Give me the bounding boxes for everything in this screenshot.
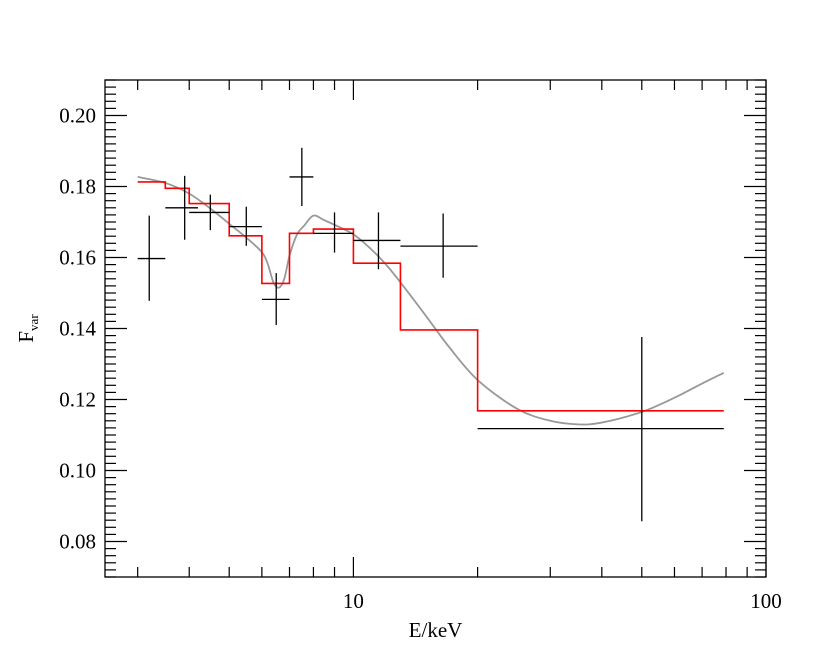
y-tick-label: 0.14 xyxy=(59,317,96,341)
data-point xyxy=(229,206,262,246)
smooth-model-layer xyxy=(137,176,725,426)
y-axis-label-subscript: var xyxy=(26,314,41,331)
y-tick-label: 0.12 xyxy=(59,388,96,412)
data-point xyxy=(353,212,401,270)
data-point xyxy=(189,194,230,231)
data-point xyxy=(400,213,478,278)
y-axis-label: Fvar xyxy=(14,314,41,343)
y-tick-label: 0.10 xyxy=(59,459,96,483)
data-point xyxy=(137,215,166,301)
data-point xyxy=(165,175,198,240)
data-point xyxy=(261,273,290,325)
y-axis-label-main: F xyxy=(14,331,38,343)
data-point xyxy=(313,212,354,253)
y-tick-label: 0.20 xyxy=(59,104,96,128)
errorbar-layer xyxy=(137,147,724,522)
data-point xyxy=(477,337,724,522)
step-model-line xyxy=(137,181,724,412)
x-tick-label: 10 xyxy=(343,589,364,613)
data-point xyxy=(289,147,314,207)
step-model-layer xyxy=(137,181,724,412)
smooth-model-curve xyxy=(137,176,725,426)
y-tick-label: 0.18 xyxy=(59,175,96,199)
tick-marks xyxy=(105,79,767,578)
tick-labels: 10 100 0.08 0.10 0.12 0.14 0.16 0.18 0.20 xyxy=(59,104,782,614)
plot-frame xyxy=(104,79,767,578)
y-tick-label: 0.08 xyxy=(59,530,96,554)
x-tick-label: 100 xyxy=(750,589,782,613)
x-axis-label: E/keV xyxy=(409,618,463,642)
y-tick-label: 0.16 xyxy=(59,246,96,270)
